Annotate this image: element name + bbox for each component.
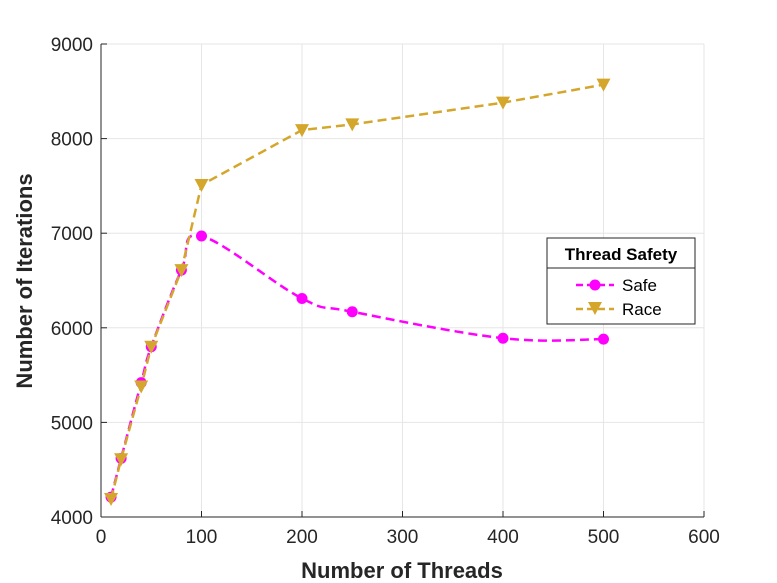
x-tick-label-1: 100 — [186, 527, 218, 548]
data-point-safe-9 — [598, 333, 609, 345]
data-point-race-8 — [496, 96, 510, 110]
x-tick-label-3: 300 — [387, 527, 419, 548]
data-point-race-2 — [134, 380, 149, 394]
y-tick-label-2: 6000 — [51, 319, 93, 340]
x-tick-label-0: 0 — [96, 527, 107, 548]
data-point-race-4 — [174, 264, 189, 278]
legend-box — [546, 237, 696, 325]
legend-swatch-safe-marker — [589, 279, 601, 291]
y-tick-label-5: 9000 — [51, 35, 93, 56]
legend-label-race: Race — [622, 300, 662, 319]
legend-title: Thread Safety — [565, 245, 678, 264]
y-tick-label-3: 7000 — [51, 224, 93, 245]
data-point-safe-5 — [196, 230, 207, 242]
y-axis-label: Number of Iterations — [12, 173, 37, 388]
x-tick-label-4: 400 — [487, 527, 519, 548]
data-point-race-7 — [345, 118, 360, 132]
data-point-race-3 — [144, 340, 159, 354]
data-point-race-5 — [194, 178, 209, 192]
data-series — [104, 78, 611, 507]
x-tick-label-6: 600 — [688, 527, 720, 548]
data-point-race-0 — [104, 493, 119, 507]
x-tick-label-5: 500 — [588, 527, 620, 548]
legend-label-safe: Safe — [622, 276, 657, 295]
x-tick-label-2: 200 — [286, 527, 318, 548]
series-race — [104, 78, 611, 507]
y-tick-label-0: 4000 — [51, 508, 93, 529]
y-tick-label-1: 5000 — [51, 413, 93, 434]
data-point-race-1 — [114, 453, 129, 467]
data-point-race-9 — [596, 78, 611, 92]
legend-swatch-race-marker — [588, 302, 602, 315]
axes: 0 100 200 300 400 500 600 4000 5000 6000 7000 8000 9… — [51, 35, 720, 548]
data-point-safe-7 — [346, 306, 358, 318]
x-axis-label: Number of Threads — [301, 558, 503, 583]
data-point-safe-6 — [296, 292, 308, 304]
series-line-race — [109, 83, 604, 500]
data-point-race-6 — [295, 124, 309, 138]
y-tick-label-4: 8000 — [51, 130, 93, 151]
data-point-safe-8 — [497, 332, 509, 344]
legend: Thread Safety Safe Race — [546, 237, 696, 325]
